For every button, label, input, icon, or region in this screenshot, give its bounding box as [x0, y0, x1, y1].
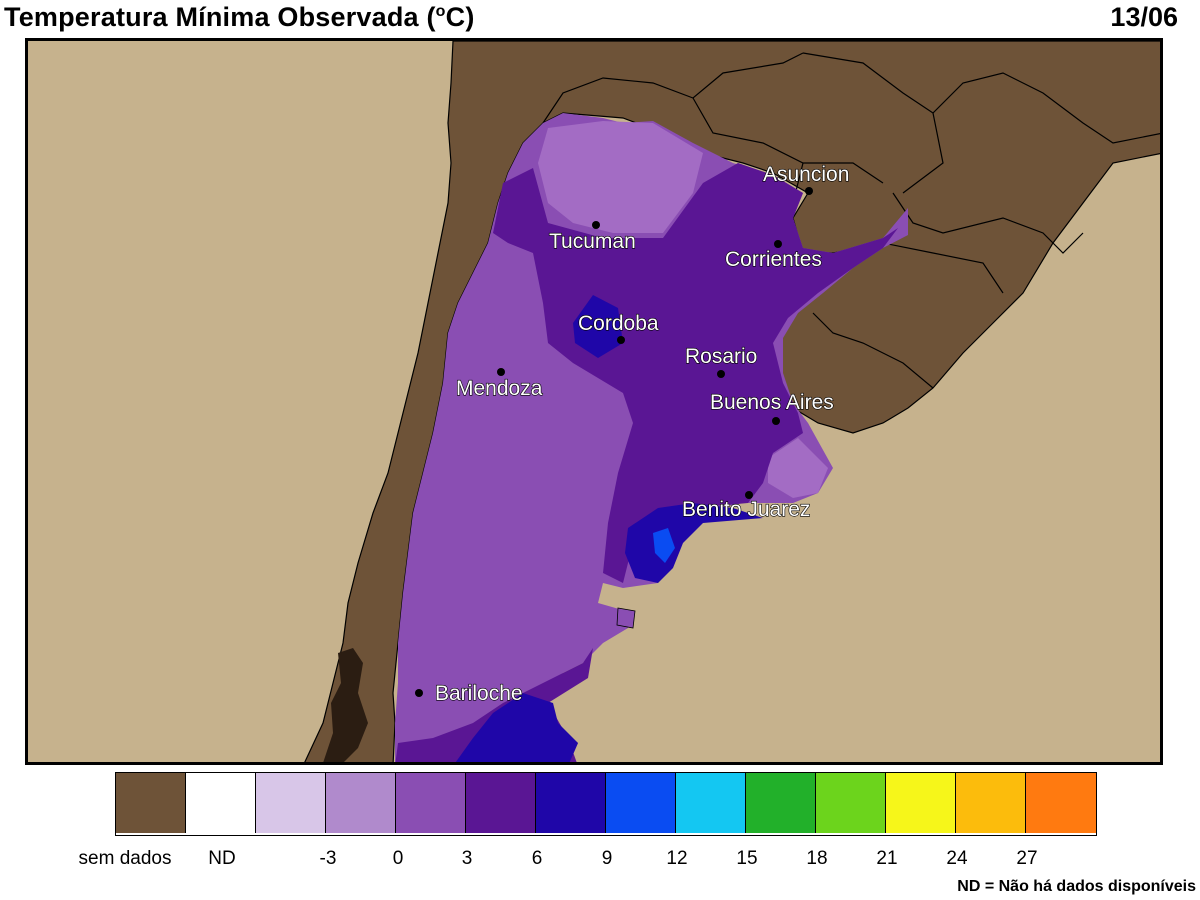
legend-swatch-3 — [326, 773, 396, 833]
legend-tick-label: sem dados — [78, 848, 172, 869]
legend-swatch-4 — [396, 773, 466, 833]
color-legend — [115, 772, 1097, 836]
legend-tick-label: 27 — [1016, 848, 1038, 869]
legend-swatch-12 — [956, 773, 1026, 833]
legend-tick-label: 6 — [531, 848, 543, 869]
city-dot-tucuman — [592, 221, 600, 229]
city-label-asuncion: Asuncion — [763, 163, 849, 186]
legend-tick-label: -3 — [319, 848, 337, 869]
legend-swatch-0 — [116, 773, 186, 833]
city-dot-asuncion — [805, 187, 813, 195]
city-label-bariloche: Bariloche — [435, 682, 523, 705]
chile-islands — [323, 648, 368, 762]
legend-tick-label: 21 — [876, 848, 898, 869]
city-label-mendoza: Mendoza — [456, 377, 543, 400]
legend-swatch-11 — [886, 773, 956, 833]
argentina-zone-6-9-south — [455, 693, 578, 762]
title-text-pre: Temperatura Mínima Observada ( — [4, 2, 436, 32]
argentina-zone-6-9-coast — [625, 503, 763, 583]
city-label-buenos-aires: Buenos Aires — [710, 391, 834, 414]
city-dot-buenos-aires — [772, 417, 780, 425]
legend-tick-label: ND — [208, 848, 236, 869]
legend-swatch-8 — [676, 773, 746, 833]
legend-swatch-7 — [606, 773, 676, 833]
legend-swatch-6 — [536, 773, 606, 833]
legend-tick-label: 0 — [392, 848, 404, 869]
city-dot-benito-juarez — [745, 491, 753, 499]
city-label-cordoba: Cordoba — [578, 312, 659, 335]
title-text-post: C) — [445, 2, 475, 32]
legend-swatch-10 — [816, 773, 886, 833]
map-panel: Asuncion Tucuman Corrientes Cordoba Rosa… — [25, 38, 1163, 765]
legend-tick-label: 18 — [806, 848, 828, 869]
degree-symbol: o — [435, 3, 446, 20]
city-dot-mendoza — [497, 368, 505, 376]
peninsula-valdes — [616, 607, 636, 629]
city-dot-cordoba — [617, 336, 625, 344]
legend-swatch-9 — [746, 773, 816, 833]
map-date: 13/06 — [1110, 2, 1178, 32]
city-label-benito-juarez: Benito Juarez — [682, 498, 810, 521]
city-label-corrientes: Corrientes — [725, 248, 822, 271]
legend-swatch-2 — [256, 773, 326, 833]
map-title: Temperatura Mínima Observada (oC) — [4, 2, 475, 33]
legend-tick-label: 24 — [946, 848, 968, 869]
city-markers — [415, 187, 813, 697]
city-label-tucuman: Tucuman — [549, 230, 636, 253]
legend-footnote: ND = Não há dados disponíveis — [957, 878, 1196, 895]
legend-tick-label: 3 — [461, 848, 473, 869]
legend-tick-labels: sem dados ND -3 0 3 6 9 12 15 18 21 24 27 — [0, 848, 1200, 876]
legend-tick-label: 9 — [601, 848, 613, 869]
legend-swatch-1 — [186, 773, 256, 833]
argentina-zone-6-9-cordoba — [573, 295, 623, 358]
city-labels: Asuncion Tucuman Corrientes Cordoba Rosa… — [434, 162, 850, 705]
legend-swatch-5 — [466, 773, 536, 833]
legend-swatch-13 — [1026, 773, 1096, 833]
argentina-zone-minus3-0-coast — [768, 438, 828, 498]
argentina-zone-9-12 — [653, 528, 675, 563]
city-label-rosario: Rosario — [685, 345, 757, 368]
argentina-zone-3-6-central — [493, 163, 898, 583]
city-dot-bariloche — [415, 689, 423, 697]
legend-tick-label: 15 — [736, 848, 758, 869]
argentina-zone-minus3-0-north — [538, 121, 703, 233]
legend-tick-label: 12 — [666, 848, 688, 869]
temperature-map: Asuncion Tucuman Corrientes Cordoba Rosa… — [28, 41, 1160, 762]
city-dot-corrientes — [774, 240, 782, 248]
city-dot-rosario — [717, 370, 725, 378]
